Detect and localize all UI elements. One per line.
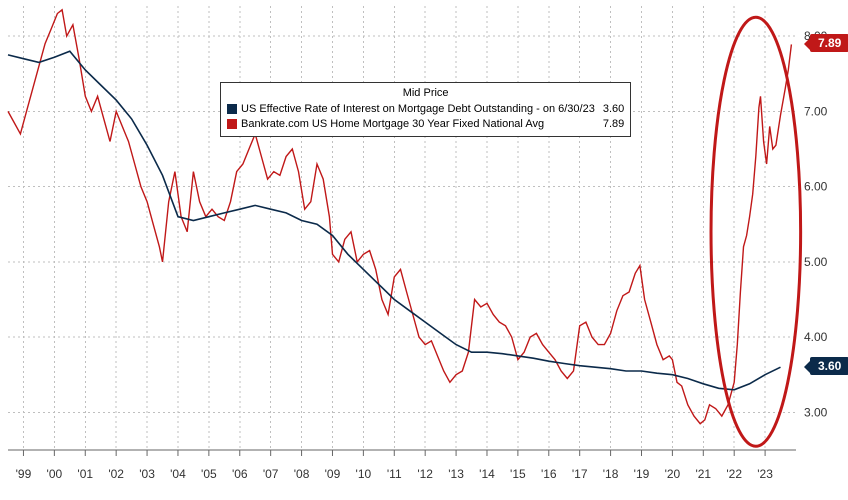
legend-row-bankrate: Bankrate.com US Home Mortgage 30 Year Fi… — [227, 117, 624, 132]
svg-text:'05: '05 — [201, 467, 217, 481]
chart-svg: 3.004.005.006.007.008.00'99'00'01'02'03'… — [0, 0, 848, 500]
svg-text:'00: '00 — [47, 467, 63, 481]
svg-text:'19: '19 — [634, 467, 650, 481]
svg-text:'14: '14 — [479, 467, 495, 481]
svg-text:'99: '99 — [16, 467, 32, 481]
legend-label-effective-rate: US Effective Rate of Interest on Mortgag… — [241, 102, 603, 117]
highlight-ellipse — [711, 17, 801, 446]
svg-text:'13: '13 — [448, 467, 464, 481]
svg-text:'17: '17 — [572, 467, 588, 481]
svg-text:3.00: 3.00 — [804, 405, 828, 419]
svg-text:'09: '09 — [325, 467, 341, 481]
value-badge-effective-rate: 3.60 — [810, 357, 848, 375]
svg-text:'15: '15 — [510, 467, 526, 481]
svg-text:'10: '10 — [356, 467, 372, 481]
svg-text:'16: '16 — [541, 467, 557, 481]
svg-text:'22: '22 — [726, 467, 742, 481]
legend-swatch-effective-rate — [227, 104, 237, 114]
legend-row-effective-rate: US Effective Rate of Interest on Mortgag… — [227, 102, 624, 117]
svg-text:'03: '03 — [139, 467, 155, 481]
series-bankrate-30yr — [8, 10, 791, 424]
svg-text:'23: '23 — [757, 467, 773, 481]
svg-text:'21: '21 — [695, 467, 711, 481]
svg-text:'02: '02 — [108, 467, 124, 481]
legend-swatch-bankrate — [227, 119, 237, 129]
svg-text:'07: '07 — [263, 467, 279, 481]
value-badge-bankrate: 7.89 — [810, 34, 848, 52]
svg-text:'01: '01 — [77, 467, 93, 481]
svg-text:'06: '06 — [232, 467, 248, 481]
svg-text:'12: '12 — [417, 467, 433, 481]
legend-value-effective-rate: 3.60 — [603, 102, 624, 117]
svg-text:7.00: 7.00 — [804, 104, 828, 118]
svg-text:'18: '18 — [603, 467, 619, 481]
svg-text:'08: '08 — [294, 467, 310, 481]
svg-text:6.00: 6.00 — [804, 180, 828, 194]
svg-text:'20: '20 — [665, 467, 681, 481]
svg-text:'11: '11 — [387, 467, 402, 481]
svg-text:5.00: 5.00 — [804, 255, 828, 269]
legend-title: Mid Price — [227, 86, 624, 101]
svg-text:4.00: 4.00 — [804, 330, 828, 344]
svg-text:'04: '04 — [170, 467, 186, 481]
legend-value-bankrate: 7.89 — [603, 117, 624, 132]
legend-label-bankrate: Bankrate.com US Home Mortgage 30 Year Fi… — [241, 117, 603, 132]
rate-chart: 3.004.005.006.007.008.00'99'00'01'02'03'… — [0, 0, 848, 500]
legend-box: Mid Price US Effective Rate of Interest … — [220, 82, 631, 137]
